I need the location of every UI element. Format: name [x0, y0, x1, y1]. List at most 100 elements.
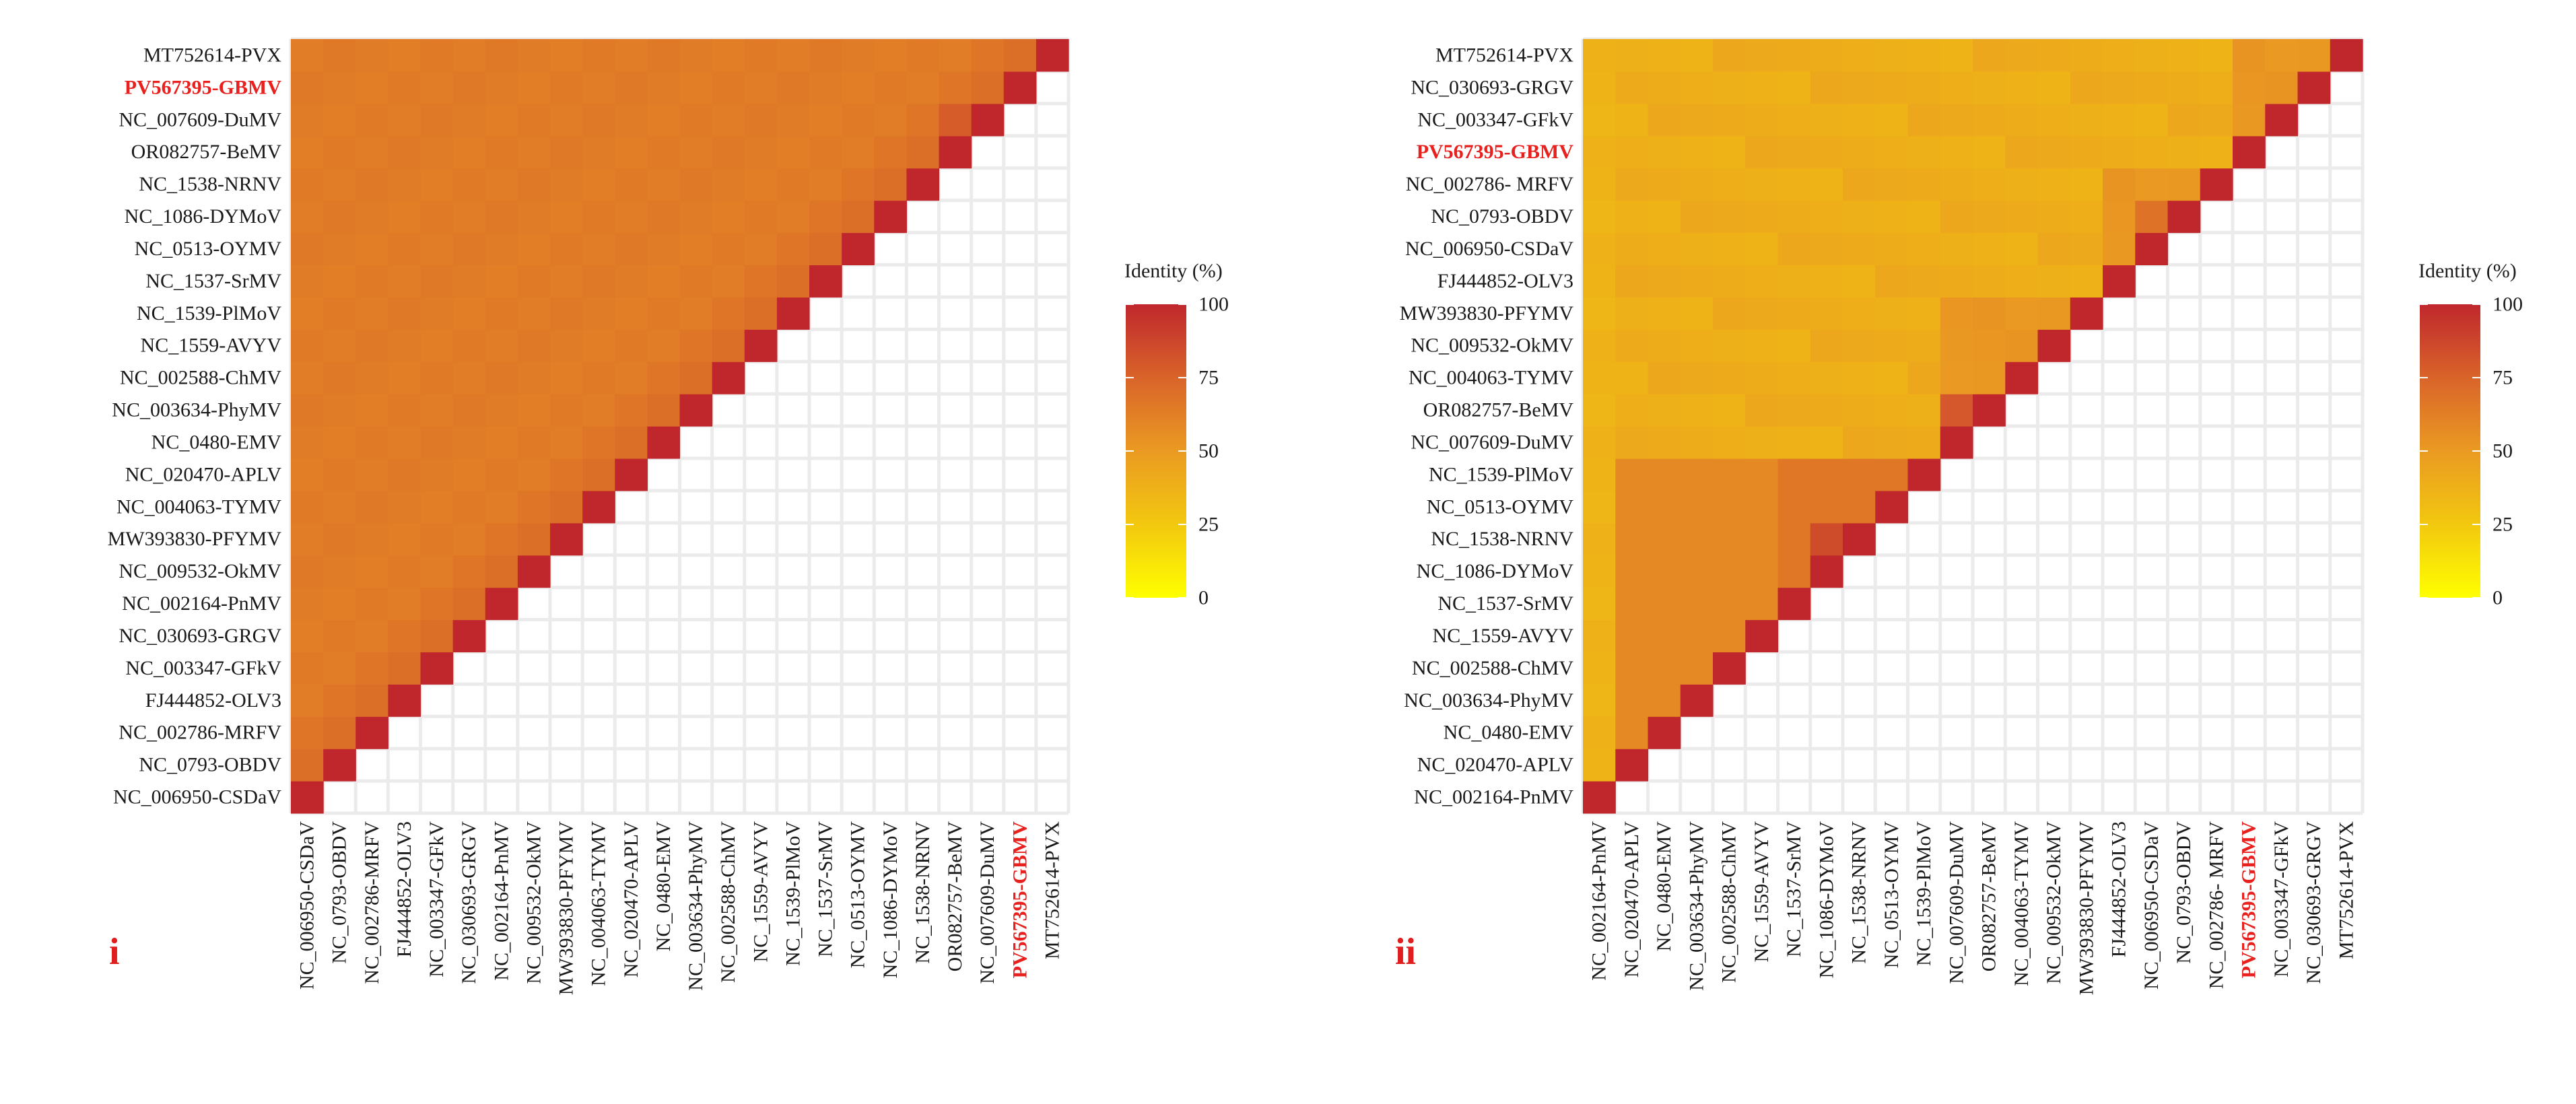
heatmap-cell-NC_004063-TYMV-NC_002164-PnMV	[1583, 361, 1616, 394]
heatmap-cell-MT752614-PVX-NC_1539-PlMoV	[1907, 39, 1941, 72]
y-tick-label: NC_009532-OkMV	[1411, 335, 1573, 357]
heatmap-cell-NC_007609-DuMV-NC_1086-DYMoV	[1810, 426, 1843, 459]
heatmap-cell-NC_1086-DYMoV-NC_003634-PhyMV	[679, 200, 713, 234]
heatmap-cell-NC_0793-OBDV-NC_006950-CSDaV	[2135, 200, 2169, 234]
heatmap-cell-NC_002588-ChMV-NC_003634-PhyMV	[1680, 652, 1714, 685]
y-tick-label: NC_002588-ChMV	[120, 367, 281, 389]
heatmap-cell-NC_030693-GRGV-NC_0793-OBDV	[323, 619, 356, 653]
heatmap-cell-NC_002786- MRFV-NC_1538-NRNV	[1843, 168, 1876, 201]
heatmap-cell-MT752614-PVX-NC_1539-PlMoV	[776, 39, 810, 72]
heatmap-cell-MW393830-PFYMV-MW393830-PFYMV	[550, 522, 583, 556]
heatmap-cell-NC_003347-GFkV-NC_002786- MRFV	[2200, 103, 2233, 137]
heatmap-cell-NC_006950-CSDaV-OR082757-BeMV	[1973, 232, 2006, 266]
heatmap-cell-NC_002588-ChMV-NC_003634-PhyMV	[679, 361, 713, 394]
y-tick-label: NC_0793-OBDV	[139, 754, 281, 776]
heatmap-cell-MW393830-PFYMV-NC_020470-APLV	[1615, 297, 1649, 330]
y-tick-label: NC_030693-GRGV	[1411, 76, 1573, 98]
heatmap-cell-OR082757-BeMV-NC_007609-DuMV	[1940, 394, 1973, 427]
heatmap-cell-MT752614-PVX-NC_030693-GRGV	[452, 39, 486, 72]
heatmap-cell-NC_009532-OkMV-NC_030693-GRGV	[452, 555, 486, 588]
heatmap-cell-MT752614-PVX-NC_1559-AVYV	[1745, 39, 1779, 72]
x-tick-label: NC_1539-PlMoV	[1913, 821, 1935, 966]
heatmap-cell-PV567395-GBMV-PV567395-GBMV	[1003, 71, 1037, 104]
heatmap-cell-NC_1538-NRNV-NC_009532-OkMV	[517, 168, 551, 201]
x-tick-label: NC_1559-AVYV	[1751, 821, 1773, 963]
heatmap-cell-NC_007609-DuMV-MW393830-PFYMV	[550, 103, 583, 137]
heatmap-cell-NC_0793-OBDV-NC_003634-PhyMV	[1680, 200, 1714, 234]
x-tick-label: NC_1538-NRNV	[1848, 821, 1870, 964]
heatmap-cell-MT752614-PVX-NC_0480-EMV	[647, 39, 681, 72]
heatmap-cell-FJ444852-OLV3-NC_0513-OYMV	[1875, 265, 1909, 298]
panel-label: ii	[1395, 931, 1416, 973]
heatmap-cell-NC_030693-GRGV-FJ444852-OLV3	[2103, 71, 2136, 104]
heatmap-cell-MT752614-PVX-OR082757-BeMV	[1973, 39, 2006, 72]
heatmap-cell-NC_002588-ChMV-NC_002786-MRFV	[355, 361, 388, 394]
heatmap-cell-MW393830-PFYMV-MW393830-PFYMV	[2070, 297, 2103, 330]
heatmap-cell-NC_0513-OYMV-NC_002786-MRFV	[355, 232, 388, 266]
heatmap-cell-NC_1086-DYMoV-NC_009532-OkMV	[517, 200, 551, 234]
heatmap-panel-i: NC_006950-CSDaV NC_0793-OBDV NC_002786-MRF…	[108, 37, 1229, 995]
heatmap-cell-MT752614-PVX-NC_007609-DuMV	[971, 39, 1005, 72]
heatmap-cell-NC_002588-ChMV-NC_002588-ChMV	[712, 361, 745, 394]
heatmap-cell-NC_007609-DuMV-NC_004063-TYMV	[582, 103, 615, 137]
heatmap-cell-NC_0793-OBDV-NC_002164-PnMV	[1583, 200, 1616, 234]
heatmap-cell-NC_1539-PlMoV-NC_1559-AVYV	[744, 297, 778, 330]
heatmap-cell-NC_1539-PlMoV-NC_003634-PhyMV	[1680, 458, 1714, 491]
heatmap-cell-NC_1086-DYMoV-NC_1559-AVYV	[1745, 555, 1779, 588]
x-tick-label: NC_1559-AVYV	[749, 821, 772, 963]
heatmap-cell-NC_003347-GFkV-NC_003347-GFkV	[420, 652, 454, 685]
heatmap-cell-FJ444852-OLV3-NC_1539-PlMoV	[1907, 265, 1941, 298]
heatmap-cell-MT752614-PVX-NC_1537-SrMV	[1777, 39, 1811, 72]
heatmap-cell-PV567395-GBMV-NC_1559-AVYV	[744, 71, 778, 104]
heatmap-cell-MT752614-PVX-NC_007609-DuMV	[1940, 39, 1973, 72]
heatmap-cell-MT752614-PVX-NC_009532-OkMV	[517, 39, 551, 72]
heatmap-cell-MT752614-PVX-NC_006950-CSDaV	[2135, 39, 2169, 72]
y-tick-label: NC_002164-PnMV	[1414, 786, 1573, 808]
heatmap-cell-NC_1539-PlMoV-NC_1539-PlMoV	[1907, 458, 1941, 491]
heatmap-cell-MT752614-PVX-FJ444852-OLV3	[2103, 39, 2136, 72]
heatmap-cell-PV567395-GBMV-NC_1559-AVYV	[1745, 135, 1779, 169]
heatmap-cell-MT752614-PVX-NC_0793-OBDV	[323, 39, 356, 72]
heatmap-cell-PV567395-GBMV-MW393830-PFYMV	[550, 71, 583, 104]
heatmap-cell-PV567395-GBMV-FJ444852-OLV3	[388, 71, 421, 104]
heatmap-cell-NC_0480-EMV-NC_006950-CSDaV	[291, 426, 324, 459]
heatmap-cell-OR082757-BeMV-NC_0480-EMV	[1648, 394, 1681, 427]
heatmap-cell-NC_1559-AVYV-NC_0480-EMV	[1648, 619, 1681, 653]
y-tick-label: MW393830-PFYMV	[1400, 302, 1574, 324]
heatmap-cell-NC_030693-GRGV-NC_1537-SrMV	[1777, 71, 1811, 104]
heatmap-cell-NC_030693-GRGV-NC_002164-PnMV	[1583, 71, 1616, 104]
heatmap-cell-PV567395-GBMV-NC_003347-GFkV	[420, 71, 454, 104]
heatmap-cell-PV567395-GBMV-FJ444852-OLV3	[2103, 135, 2136, 169]
heatmap-cell-NC_0513-OYMV-NC_009532-OkMV	[517, 232, 551, 266]
heatmap-cell-NC_0513-OYMV-NC_002588-ChMV	[712, 232, 745, 266]
heatmap-cell-MW393830-PFYMV-NC_1559-AVYV	[1745, 297, 1779, 330]
x-tick-label: NC_003347-GFkV	[2270, 821, 2293, 977]
heatmap-cell-NC_006950-CSDaV-NC_1538-NRNV	[1843, 232, 1876, 266]
heatmap-cell-NC_003634-PhyMV-NC_0480-EMV	[1648, 684, 1681, 717]
heatmap-cell-NC_003634-PhyMV-NC_002164-PnMV	[485, 394, 518, 427]
heatmap-cell-NC_009532-OkMV-NC_004063-TYMV	[2005, 329, 2039, 362]
heatmap-cell-NC_0793-OBDV-NC_009532-OkMV	[2037, 200, 2071, 234]
heatmap-cell-NC_002786- MRFV-NC_1539-PlMoV	[1907, 168, 1941, 201]
heatmap-cell-NC_1539-PlMoV-NC_1539-PlMoV	[776, 297, 810, 330]
heatmap-cell-OR082757-BeMV-NC_1086-DYMoV	[1810, 394, 1843, 427]
heatmap-cell-NC_1538-NRNV-NC_1086-DYMoV	[1810, 522, 1843, 556]
legend-tick-label: 0	[1198, 587, 1209, 609]
legend-tick-label: 0	[2493, 587, 2503, 609]
heatmap-cell-MT752614-PVX-NC_002164-PnMV	[1583, 39, 1616, 72]
heatmap-cell-NC_009532-OkMV-NC_007609-DuMV	[1940, 329, 1973, 362]
heatmap-cell-NC_0513-OYMV-NC_020470-APLV	[1615, 490, 1649, 524]
heatmap-cell-NC_009532-OkMV-NC_002164-PnMV	[1583, 329, 1616, 362]
heatmap-cell-NC_006950-CSDaV-NC_1086-DYMoV	[1810, 232, 1843, 266]
heatmap-cell-NC_1086-DYMoV-NC_002786-MRFV	[355, 200, 388, 234]
heatmap-cell-NC_1086-DYMoV-NC_002164-PnMV	[1583, 555, 1616, 588]
heatmap-cell-MW393830-PFYMV-NC_030693-GRGV	[452, 522, 486, 556]
heatmap-cell-NC_009532-OkMV-NC_1086-DYMoV	[1810, 329, 1843, 362]
heatmap-cell-NC_006950-CSDaV-NC_0513-OYMV	[1875, 232, 1909, 266]
heatmap-cell-NC_0480-EMV-NC_020470-APLV	[615, 426, 648, 459]
heatmap-cell-NC_003347-GFkV-NC_0480-EMV	[1648, 103, 1681, 137]
heatmap-cell-NC_1559-AVYV-NC_020470-APLV	[615, 329, 648, 362]
heatmap-cell-NC_1537-SrMV-NC_1537-SrMV	[809, 265, 842, 298]
heatmap-cell-NC_009532-OkMV-NC_1537-SrMV	[1777, 329, 1811, 362]
